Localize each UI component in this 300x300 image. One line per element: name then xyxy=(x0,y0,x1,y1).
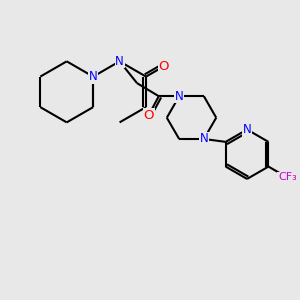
Text: N: N xyxy=(175,90,184,103)
Text: N: N xyxy=(200,133,208,146)
Text: CF₃: CF₃ xyxy=(278,172,297,182)
Text: N: N xyxy=(89,70,98,83)
Text: N: N xyxy=(243,123,251,136)
Text: N: N xyxy=(115,55,124,68)
Text: O: O xyxy=(143,109,154,122)
Text: O: O xyxy=(158,60,169,73)
